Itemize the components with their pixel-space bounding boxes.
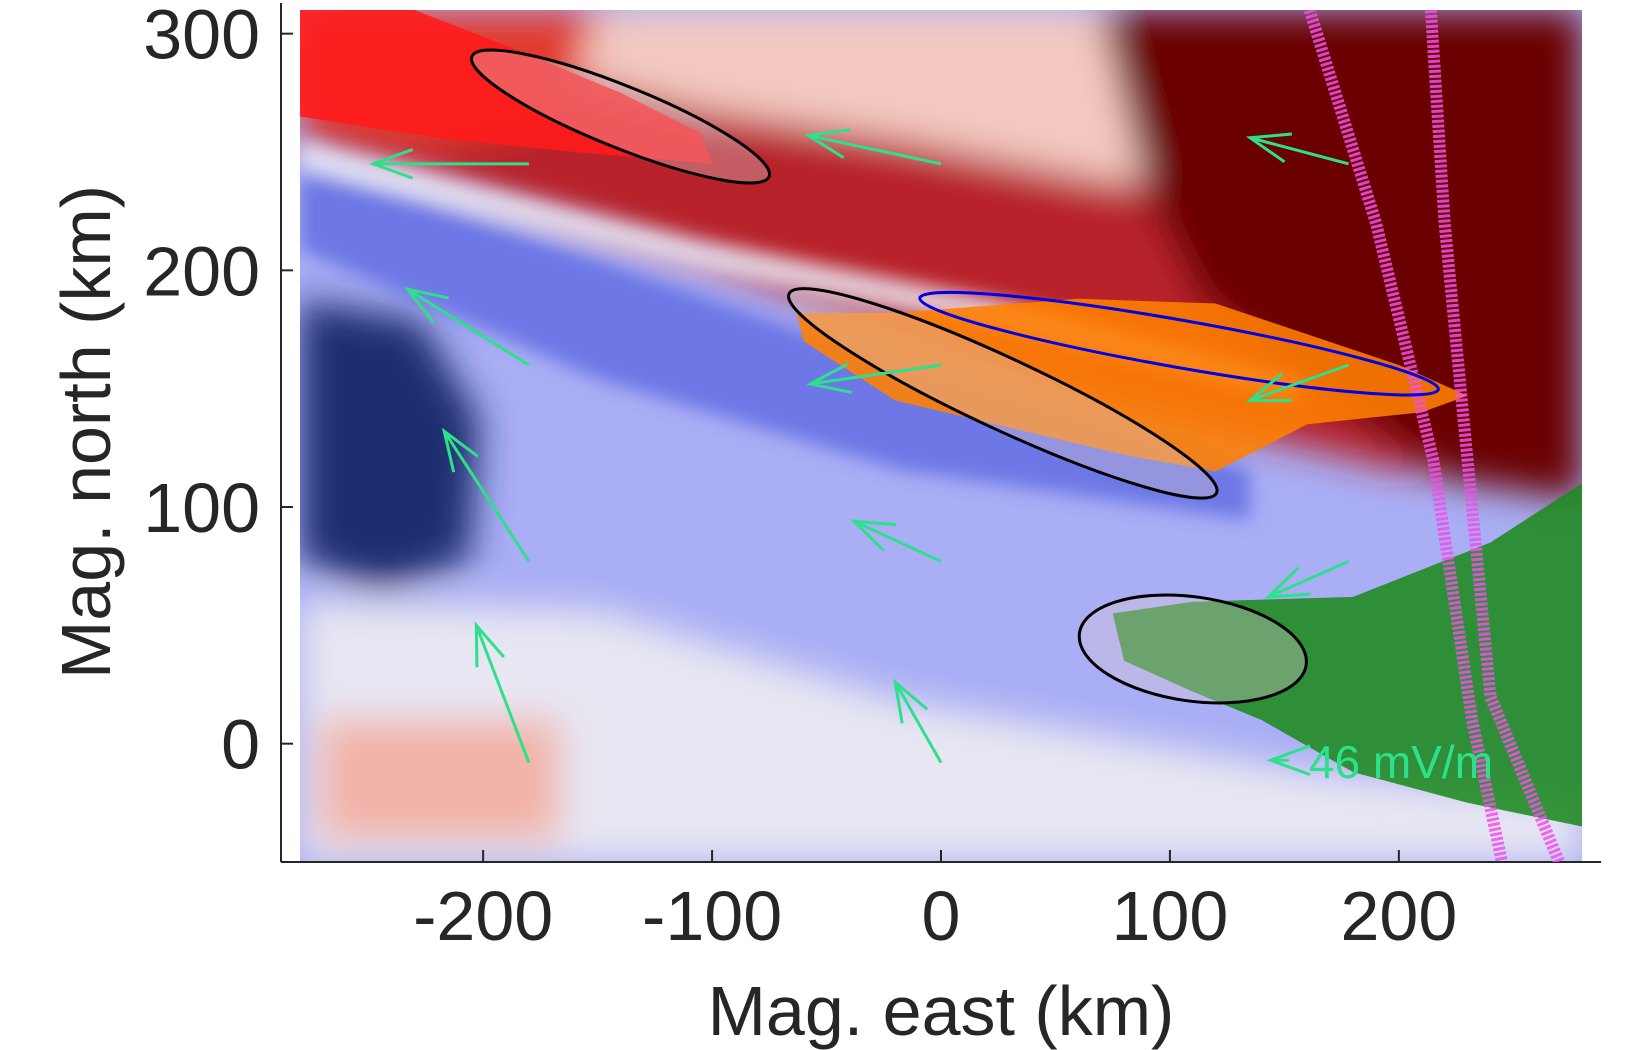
- arrow-head: [893, 678, 929, 724]
- vector-arrow: [803, 128, 942, 166]
- vector-arrow: [850, 519, 942, 563]
- arrow-head: [1245, 372, 1293, 403]
- red-ellipse: [469, 48, 772, 185]
- x-axis-label: Mag. east (km): [708, 972, 1175, 1050]
- y-ticks: 0 100 200 300: [143, 0, 293, 784]
- red-ellipse-group: [469, 48, 772, 185]
- arrow-head: [1264, 566, 1311, 599]
- arrow-shaft: [442, 430, 531, 563]
- green-ellipse-group: [1077, 593, 1308, 705]
- arrow-head: [1266, 744, 1311, 777]
- orange-ellipse: [787, 287, 1219, 500]
- x-tick-label: 0: [922, 877, 961, 955]
- x-tick-label: -100: [642, 877, 782, 955]
- arrow-shaft: [1267, 560, 1350, 599]
- x-ticks: -200 -100 0 100 200: [413, 850, 1457, 955]
- orange-blue-ellipse: [918, 290, 1440, 397]
- arrow-shaft: [853, 519, 942, 563]
- vector-arrow: [474, 621, 531, 764]
- y-tick-label: 100: [143, 469, 260, 547]
- vector-field: [368, 128, 1350, 777]
- heatmap-blue-ridge: [300, 160, 1250, 520]
- arrow-shaft: [810, 363, 942, 386]
- vector-arrow: [441, 427, 531, 563]
- vector-arrow: [368, 148, 529, 180]
- heatmap-field: [300, 10, 1582, 862]
- axes: -200 -100 0 100 200 0 100 200 300 Mag. east (km…: [47, 0, 1601, 1050]
- arrow-head: [1245, 132, 1293, 164]
- vector-arrow: [1264, 560, 1350, 599]
- heatmap-red-lower: [320, 720, 560, 840]
- heatmap-dark-blue-zone: [300, 300, 480, 590]
- reference-vector-arrow: [1266, 744, 1311, 777]
- arrow-head: [803, 128, 851, 160]
- vector-arrow: [1245, 363, 1350, 403]
- arrow-head: [368, 148, 414, 180]
- x-tick-label: 200: [1340, 877, 1457, 955]
- arrow-shaft: [893, 681, 943, 764]
- y-tick-label: 0: [221, 706, 260, 784]
- red-tube: [300, 10, 713, 164]
- orange-blue-ellipse-group: [918, 290, 1440, 397]
- arrow-head: [403, 286, 450, 324]
- vector-arrow: [403, 286, 530, 367]
- arrow-head: [806, 362, 852, 394]
- orange-tube: [796, 298, 1468, 472]
- arrow-head: [441, 427, 479, 473]
- x-tick-label: 100: [1112, 877, 1229, 955]
- orange-ellipse-group: [787, 287, 1219, 500]
- arrow-head: [474, 621, 505, 668]
- y-tick-label: 200: [143, 232, 260, 310]
- vector-arrow: [806, 362, 942, 394]
- y-tick-label: 300: [143, 0, 260, 74]
- heatmap-dark-red-zone: [1100, 10, 1582, 500]
- magenta-track-1: [1303, 10, 1508, 862]
- vector-arrow: [1245, 132, 1349, 166]
- arrow-shaft: [474, 624, 531, 764]
- arrow-head: [850, 519, 896, 552]
- y-axis-label: Mag. north (km): [47, 185, 125, 679]
- arrow-shaft: [807, 133, 942, 166]
- green-ellipse: [1077, 593, 1308, 705]
- overlays: [300, 10, 1582, 862]
- reference-vector-label: 46 mV/m: [1309, 736, 1493, 788]
- magenta-track-2: [1424, 10, 1565, 862]
- arrow-shaft: [1249, 136, 1349, 166]
- arrow-shaft: [1249, 363, 1350, 402]
- arrow-shaft: [406, 287, 530, 367]
- x-tick-label: -200: [413, 877, 553, 955]
- green-tube: [1112, 483, 1582, 827]
- heatmap-light-lower: [300, 600, 1582, 862]
- vector-arrow: [893, 678, 943, 764]
